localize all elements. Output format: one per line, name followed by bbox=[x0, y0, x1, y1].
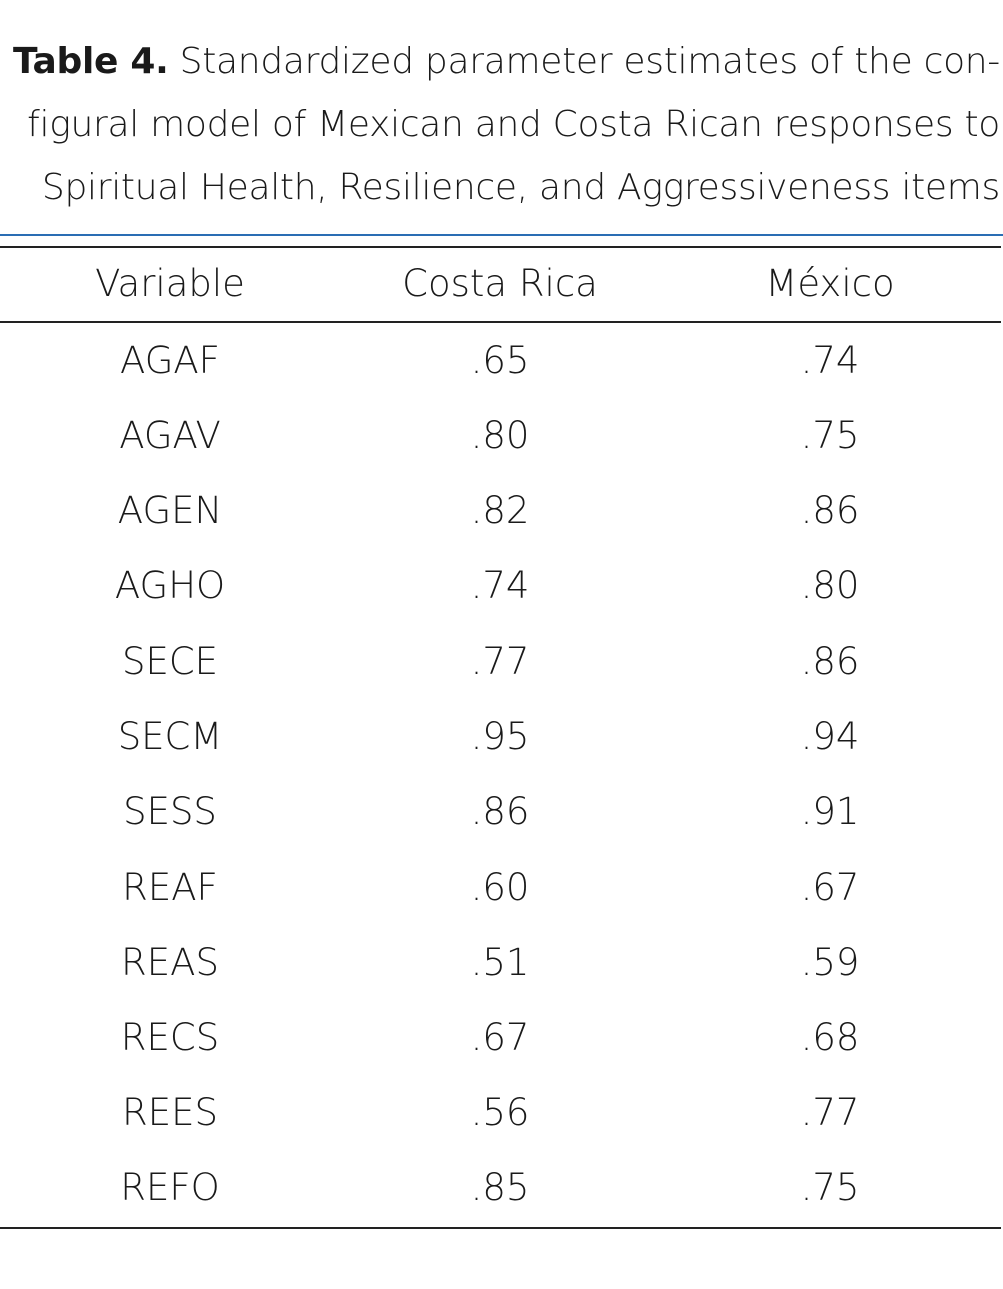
cell-costa-rica: .95 bbox=[470, 715, 530, 758]
cell-costa-rica: .65 bbox=[470, 339, 530, 382]
caption-text-1: Standardized parameter estimates of the … bbox=[168, 41, 1001, 82]
cell-costa-rica: .60 bbox=[470, 866, 530, 909]
table-top-rule bbox=[0, 246, 1001, 248]
cell-variable: REFO bbox=[120, 1166, 220, 1209]
cell-mexico: .94 bbox=[800, 715, 860, 758]
cell-mexico: .74 bbox=[800, 339, 860, 382]
cell-mexico: .86 bbox=[800, 489, 860, 532]
cell-costa-rica: .80 bbox=[470, 414, 530, 457]
cell-variable: SECE bbox=[121, 640, 219, 683]
cell-mexico: .67 bbox=[800, 866, 860, 909]
cell-variable: REAF bbox=[122, 866, 218, 909]
cell-variable: AGEN bbox=[117, 489, 223, 532]
cell-variable: REES bbox=[122, 1091, 218, 1134]
table-header-rule bbox=[0, 321, 1001, 323]
cell-mexico: .75 bbox=[800, 414, 860, 457]
cell-costa-rica: .74 bbox=[470, 564, 530, 607]
caption-line-2: figural model of Mexican and Costa Rican… bbox=[27, 104, 1000, 145]
cell-mexico: .68 bbox=[800, 1016, 860, 1059]
caption-line-1: Table 4. Standardized parameter estimate… bbox=[10, 30, 1000, 93]
table-bottom-rule bbox=[0, 1227, 1001, 1229]
cell-variable: SESS bbox=[123, 790, 217, 833]
cell-variable: AGHO bbox=[114, 564, 226, 607]
accent-rule bbox=[0, 234, 1003, 236]
cell-costa-rica: .82 bbox=[470, 489, 530, 532]
cell-costa-rica: .86 bbox=[470, 790, 530, 833]
header-costa-rica: Costa Rica bbox=[402, 262, 598, 305]
cell-costa-rica: .85 bbox=[470, 1166, 530, 1209]
cell-variable: RECS bbox=[120, 1016, 220, 1059]
cell-costa-rica: .77 bbox=[470, 640, 530, 683]
cell-mexico: .91 bbox=[800, 790, 860, 833]
caption-label: Table 4. bbox=[12, 41, 169, 82]
cell-costa-rica: .51 bbox=[470, 941, 530, 984]
header-variable: Variable bbox=[95, 262, 245, 305]
cell-variable: SECM bbox=[117, 715, 223, 758]
cell-variable: AGAF bbox=[120, 339, 220, 382]
cell-mexico: .86 bbox=[800, 640, 860, 683]
cell-costa-rica: .56 bbox=[470, 1091, 530, 1134]
header-mexico: México bbox=[765, 262, 895, 305]
cell-mexico: .80 bbox=[800, 564, 860, 607]
caption-line-3: Spiritual Health, Resilience, and Aggres… bbox=[41, 167, 1000, 208]
cell-variable: REAS bbox=[121, 941, 219, 984]
cell-costa-rica: .67 bbox=[470, 1016, 530, 1059]
table-caption: Table 4. Standardized parameter estimate… bbox=[10, 30, 1000, 219]
cell-mexico: .75 bbox=[800, 1166, 860, 1209]
cell-variable: AGAV bbox=[119, 414, 221, 457]
cell-mexico: .77 bbox=[800, 1091, 860, 1134]
cell-mexico: .59 bbox=[800, 941, 860, 984]
